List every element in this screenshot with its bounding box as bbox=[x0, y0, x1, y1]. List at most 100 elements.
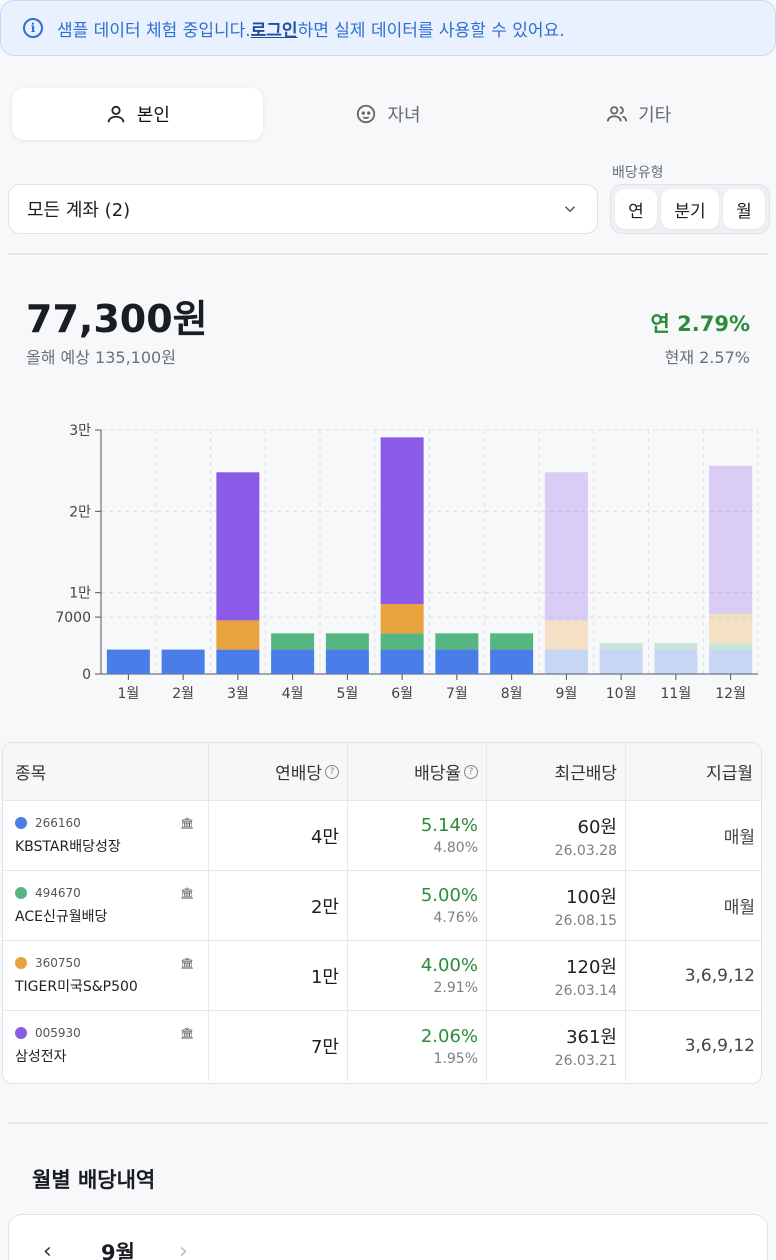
banner-text: 샘플 데이터 체험 중입니다. bbox=[57, 20, 251, 41]
person-icon bbox=[107, 105, 125, 123]
annual-cell: 1만 bbox=[209, 941, 348, 1010]
dividend-yield: 4.00% bbox=[420, 955, 478, 976]
pay-months: 3,6,9,12 bbox=[684, 965, 755, 986]
tab-child[interactable]: 자녀 bbox=[263, 88, 514, 140]
people-icon bbox=[607, 106, 628, 122]
recent-cell: 60원 26.03.28 bbox=[487, 801, 626, 870]
pay-month-cell: 매월 bbox=[626, 801, 761, 870]
bar-segment bbox=[216, 472, 260, 621]
bar-segment bbox=[271, 633, 315, 650]
divider bbox=[8, 1122, 768, 1124]
annual-dividend: 4만 bbox=[310, 826, 339, 848]
x-tick-label: 8월 bbox=[501, 686, 523, 702]
owner-tabs: 본인 자녀 기타 bbox=[12, 88, 764, 140]
annual-cell: 2만 bbox=[209, 871, 348, 940]
x-tick-label: 7월 bbox=[446, 686, 468, 702]
y-tick-label: 1만 bbox=[69, 586, 91, 602]
bar-segment bbox=[544, 649, 588, 674]
col-yield[interactable]: 배당율? bbox=[348, 743, 487, 800]
chevron-down-icon bbox=[564, 206, 576, 213]
bar-segment bbox=[709, 643, 753, 650]
month-navigator: ‹ 9월 › bbox=[8, 1214, 768, 1260]
recent-date: 26.03.21 bbox=[554, 1053, 617, 1069]
recent-cell: 120원 26.03.14 bbox=[487, 941, 626, 1010]
baby-icon bbox=[357, 104, 376, 124]
recent-dividend: 120원 bbox=[566, 956, 617, 978]
bank-icon: 🏛 bbox=[180, 1027, 194, 1040]
x-tick-label: 10월 bbox=[606, 686, 637, 702]
chevron-left-icon[interactable]: ‹ bbox=[43, 1239, 52, 1260]
stock-name: TIGER미국S&P500 bbox=[15, 978, 138, 995]
stock-name: 삼성전자 bbox=[15, 1049, 67, 1065]
bar-segment bbox=[709, 465, 753, 614]
bar-segment bbox=[380, 604, 424, 634]
col-recent: 최근배당 bbox=[487, 743, 626, 800]
stock-cell: 360750 TIGER미국S&P500 🏛 bbox=[3, 941, 209, 1010]
banner-text-suffix: 하면 실제 데이터를 사용할 수 있어요. bbox=[297, 20, 565, 41]
pay-months: 매월 bbox=[723, 898, 755, 918]
account-select[interactable]: 모든 계좌 (2) bbox=[8, 184, 598, 234]
pay-months: 매월 bbox=[723, 828, 755, 848]
type-quarter-button[interactable]: 분기 bbox=[661, 189, 719, 229]
x-tick-label: 2월 bbox=[172, 686, 194, 702]
y-tick-label: 0 bbox=[82, 667, 91, 683]
type-month-button[interactable]: 월 bbox=[723, 189, 765, 229]
recent-dividend: 100원 bbox=[566, 886, 617, 908]
annual-dividend: 1만 bbox=[310, 966, 339, 988]
x-tick-label: 9월 bbox=[555, 686, 577, 702]
annual-estimate: 올해 예상 135,100원 bbox=[26, 348, 176, 367]
bar-segment bbox=[216, 649, 260, 674]
chevron-right-icon[interactable]: › bbox=[179, 1239, 188, 1260]
col-stock: 종목 bbox=[3, 743, 209, 800]
dividend-yield-sub: 2.91% bbox=[433, 980, 478, 996]
stock-cell: 494670 ACE신규월배당 🏛 bbox=[3, 871, 209, 940]
bank-icon: 🏛 bbox=[180, 887, 194, 900]
table-row[interactable]: 005930 삼성전자 🏛 7만 2.06% 1.95% 361원 26.03.21… bbox=[3, 1011, 761, 1081]
info-icon: i bbox=[23, 18, 43, 38]
current-yield: 현재 2.57% bbox=[664, 348, 750, 367]
stock-cell: 005930 삼성전자 🏛 bbox=[3, 1011, 209, 1081]
bar-segment bbox=[380, 633, 424, 650]
type-year-button[interactable]: 연 bbox=[615, 189, 657, 229]
annual-dividend: 2만 bbox=[310, 896, 339, 918]
col-annual[interactable]: 연배당? bbox=[209, 743, 348, 800]
bar-segment bbox=[490, 633, 534, 650]
annual-cell: 7만 bbox=[209, 1011, 348, 1081]
dividend-yield-sub: 4.80% bbox=[433, 840, 478, 856]
recent-cell: 100원 26.08.15 bbox=[487, 871, 626, 940]
yield-cell: 5.00% 4.76% bbox=[348, 871, 487, 940]
sample-data-banner: i 샘플 데이터 체험 중입니다. 로그인 하면 실제 데이터를 사용할 수 있어… bbox=[0, 0, 776, 56]
recent-cell: 361원 26.03.21 bbox=[487, 1011, 626, 1081]
tab-self[interactable]: 본인 bbox=[12, 88, 263, 140]
y-tick-label: 3만 bbox=[69, 423, 91, 439]
table-row[interactable]: 266160 KBSTAR배당성장 🏛 4만 5.14% 4.80% 60원 26.… bbox=[3, 801, 761, 871]
yield-cell: 4.00% 2.91% bbox=[348, 941, 487, 1010]
pay-months: 3,6,9,12 bbox=[684, 1036, 755, 1056]
bar-segment bbox=[490, 649, 534, 674]
recent-date: 26.08.15 bbox=[554, 912, 617, 929]
bank-icon: 🏛 bbox=[180, 817, 194, 830]
current-month: 9월 bbox=[101, 1241, 135, 1260]
table-row[interactable]: 360750 TIGER미국S&P500 🏛 1만 4.00% 2.91% 120… bbox=[3, 941, 761, 1011]
divider bbox=[8, 253, 768, 255]
help-icon[interactable]: ? bbox=[325, 764, 339, 779]
bar-segment bbox=[599, 643, 643, 650]
recent-dividend: 60원 bbox=[577, 816, 617, 838]
bar-segment bbox=[654, 643, 698, 650]
bar-segment bbox=[435, 633, 479, 650]
table-header: 종목 연배당? 배당율? 최근배당 지급월 bbox=[3, 743, 761, 801]
login-link[interactable]: 로그인 bbox=[250, 20, 298, 41]
table-row[interactable]: 494670 ACE신규월배당 🏛 2만 5.00% 4.76% 100원 26.0… bbox=[3, 871, 761, 941]
col-pay-month: 지급월 bbox=[706, 764, 753, 784]
pay-month-cell: 3,6,9,12 bbox=[626, 1011, 761, 1081]
annual-dividend: 7만 bbox=[310, 1037, 339, 1058]
help-icon[interactable]: ? bbox=[464, 764, 478, 779]
tab-other[interactable]: 기타 bbox=[513, 88, 764, 140]
bar-segment bbox=[380, 437, 424, 605]
stock-code: 005930 bbox=[35, 1026, 81, 1040]
tab-label: 자녀 bbox=[387, 105, 421, 126]
series-color-dot bbox=[15, 956, 27, 969]
bar-segment bbox=[161, 649, 205, 674]
dividend-yield: 2.06% bbox=[420, 1025, 478, 1047]
bar-segment bbox=[325, 649, 369, 674]
